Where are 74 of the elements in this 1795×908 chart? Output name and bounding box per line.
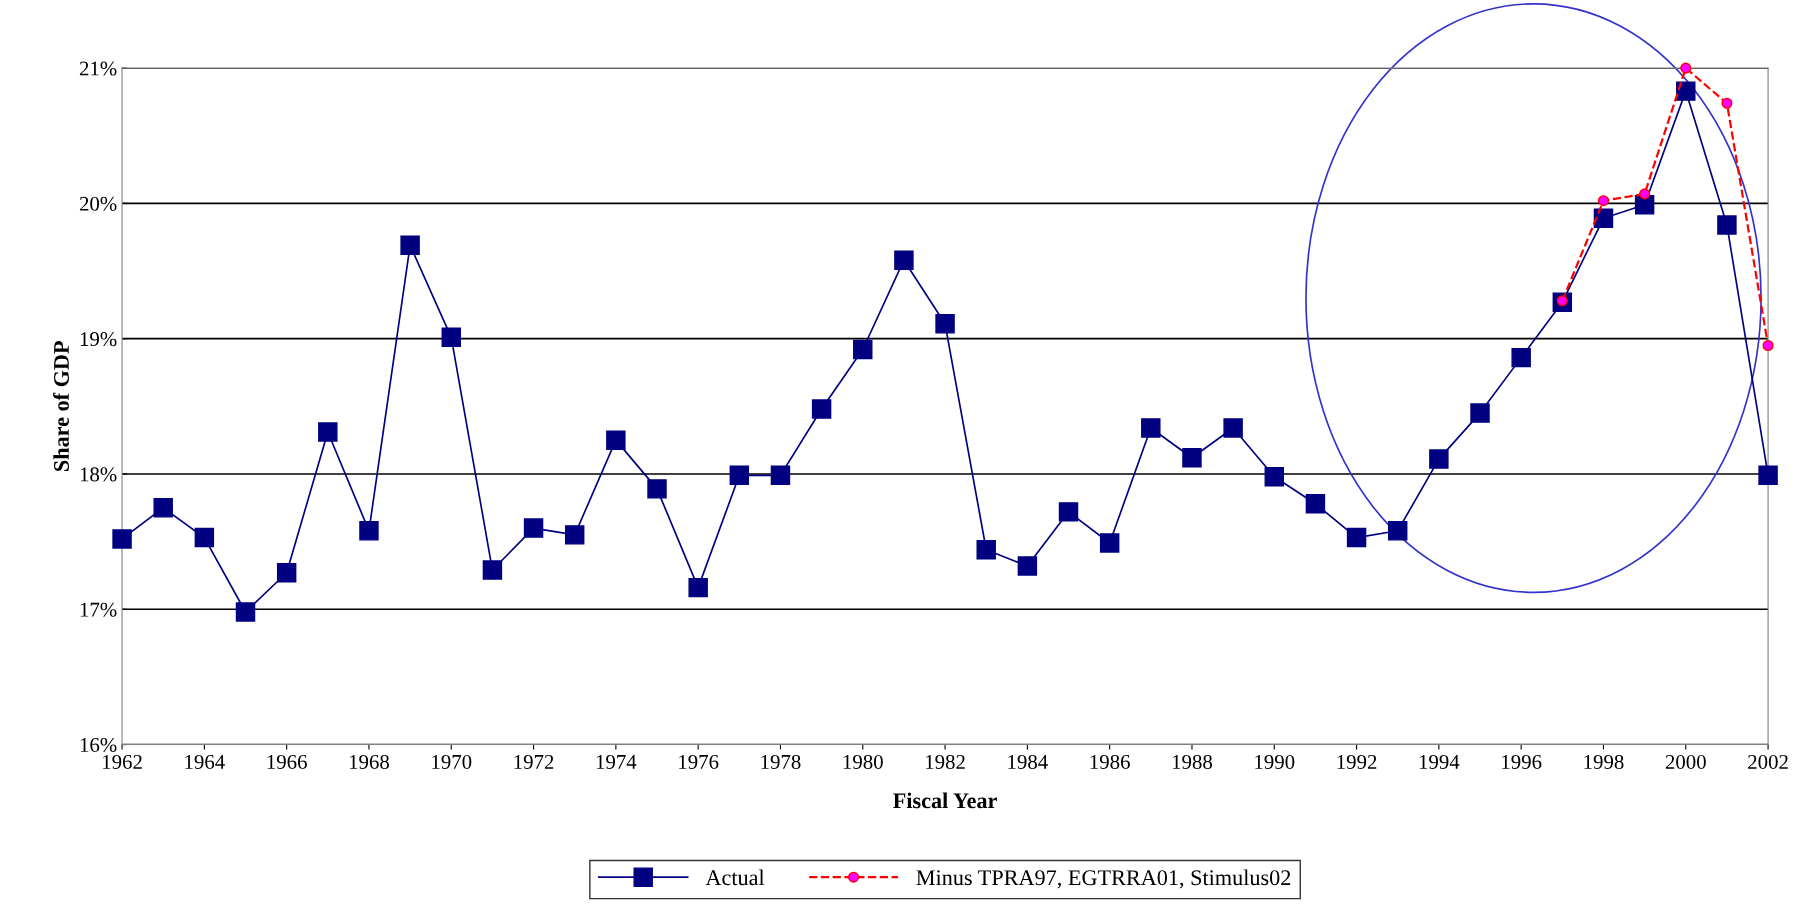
x-tick-label: 1968 (349, 754, 389, 769)
point (894, 250, 914, 270)
point (1387, 521, 1408, 541)
point (1639, 188, 1651, 200)
point (976, 540, 996, 560)
point (523, 518, 544, 538)
point (153, 498, 173, 518)
point (235, 602, 256, 622)
x-tick-label: 1962 (103, 754, 142, 769)
point (1346, 527, 1367, 548)
x-tick-label: 1974 (596, 754, 637, 769)
point (811, 399, 832, 419)
point (935, 314, 955, 334)
point (1721, 97, 1733, 109)
point (1017, 556, 1038, 576)
point (647, 479, 667, 499)
point (1758, 465, 1778, 486)
point (729, 465, 750, 486)
y-tick-label: 19% (80, 332, 117, 347)
point (1511, 347, 1531, 368)
x-tick-label: 1992 (1337, 754, 1377, 769)
point (112, 529, 132, 549)
point (318, 422, 338, 442)
x-tick-label: 1976 (679, 754, 719, 769)
point (1676, 81, 1696, 101)
point (400, 235, 420, 256)
point (853, 339, 873, 360)
x-tick-label: 1970 (432, 754, 472, 769)
y-tick-label: 16% (80, 737, 117, 753)
point (1305, 494, 1326, 514)
y-tick-label: 18% (80, 467, 117, 482)
point (441, 327, 461, 348)
y-tick-label: 21% (79, 61, 117, 76)
point (1470, 403, 1490, 423)
x-tick-label: 1978 (761, 754, 801, 769)
point (606, 430, 626, 450)
point (1058, 502, 1079, 522)
point (1223, 418, 1243, 438)
y-tick-label: 20% (79, 196, 117, 211)
point (770, 465, 791, 486)
x-tick-label: 1980 (843, 754, 883, 769)
legend-label: Minus TPRA97, EGTRRA01, Stimulus02 (916, 869, 1291, 889)
x-tick-label: 1994 (1419, 754, 1460, 769)
x-axis-title: Fiscal Year (893, 792, 997, 809)
point (1141, 418, 1161, 438)
y-axis-title: Share of GDP (53, 341, 69, 471)
point (688, 577, 708, 598)
x-tick-label: 1998 (1584, 754, 1624, 769)
x-tick-label: 2002 (1748, 754, 1788, 769)
x-tick-label: 1988 (1172, 754, 1213, 769)
point (564, 525, 585, 545)
point (1264, 466, 1284, 487)
x-tick-label: 1990 (1255, 754, 1295, 769)
x-tick-label: 1984 (1008, 754, 1048, 769)
legend-label: Actual (705, 869, 765, 886)
y-tick-label: 17% (80, 602, 117, 617)
point (194, 527, 215, 548)
x-tick-label: 1986 (1090, 754, 1130, 769)
point (1717, 215, 1737, 235)
x-tick-label: 2000 (1665, 754, 1706, 769)
point (276, 563, 297, 583)
point (1099, 533, 1120, 553)
point (1429, 449, 1449, 469)
x-tick-label: 1966 (267, 754, 307, 769)
point (359, 521, 379, 541)
x-tick-label: 1982 (926, 754, 965, 769)
x-tick-label: 1964 (185, 754, 225, 769)
point (1762, 339, 1774, 352)
point (482, 560, 503, 580)
point (1597, 195, 1610, 207)
point (1182, 448, 1202, 468)
x-tick-label: 1996 (1502, 754, 1542, 769)
point (1680, 62, 1692, 74)
x-tick-label: 1972 (514, 754, 554, 769)
